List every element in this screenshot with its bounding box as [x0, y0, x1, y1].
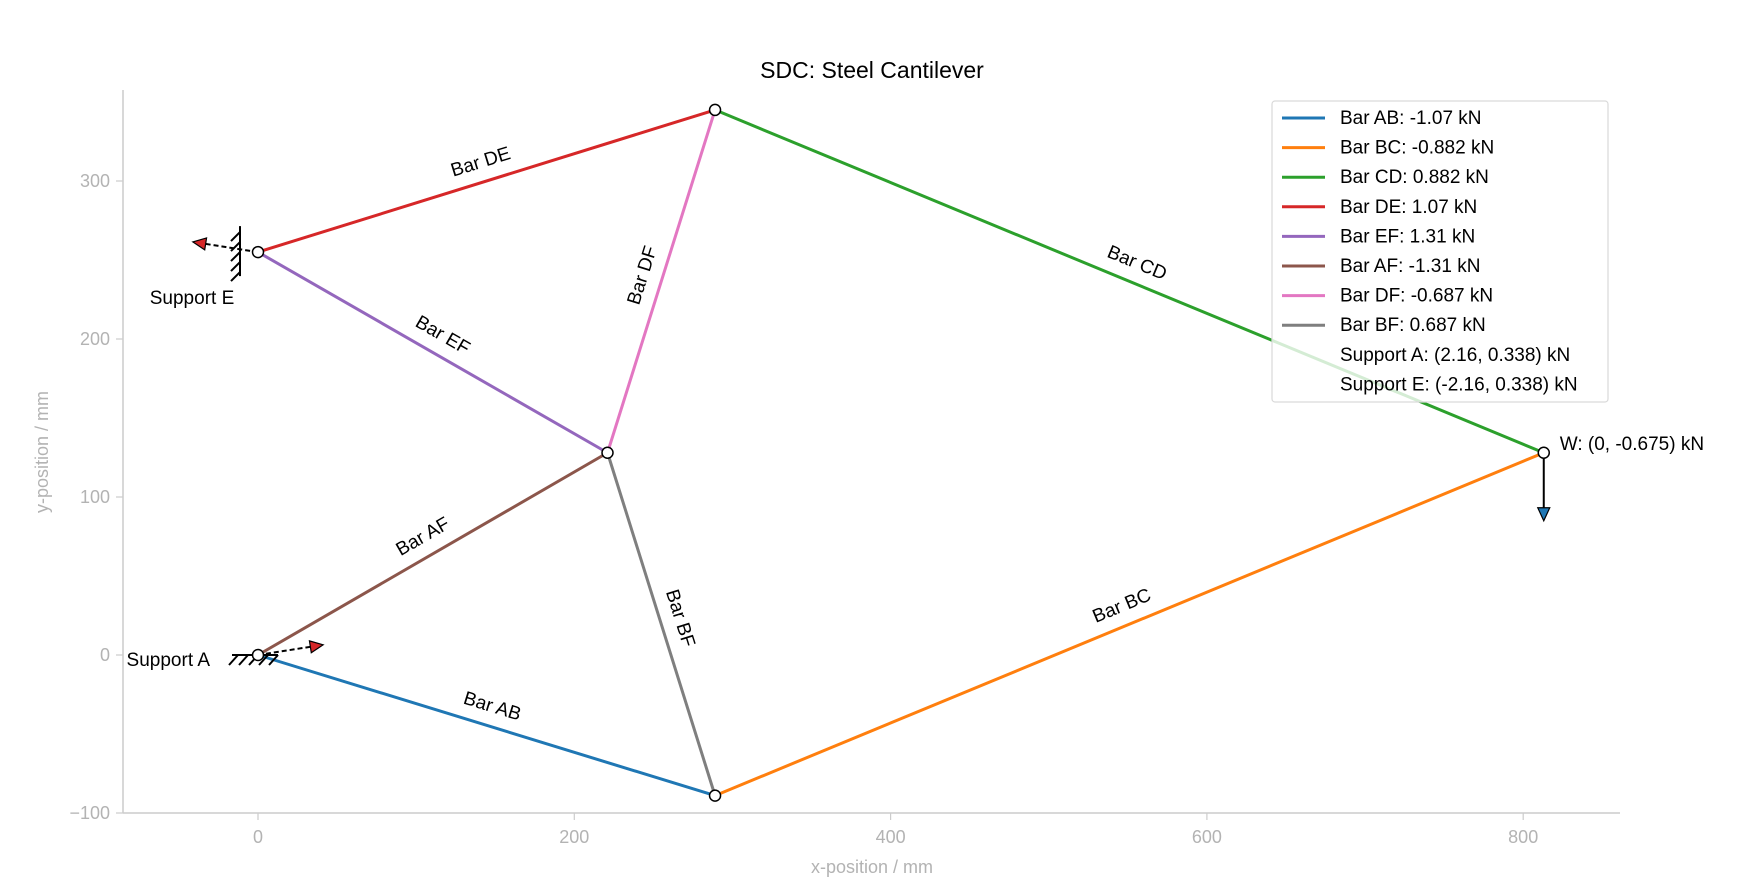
y-tick-label: 200	[80, 329, 110, 349]
legend-item: Support E: (-2.16, 0.338) kN	[1340, 374, 1578, 395]
y-tick-label: 300	[80, 171, 110, 191]
x-tick-label: 200	[559, 827, 589, 847]
support-e: Support E	[150, 226, 259, 309]
x-axis-label: x-position / mm	[811, 857, 933, 877]
legend-label: Bar EF: 1.31 kN	[1340, 226, 1475, 247]
legend-item: Bar CD: 0.882 kN	[1282, 167, 1489, 188]
x-tick-label: 600	[1192, 827, 1222, 847]
support-hatch	[230, 271, 241, 282]
legend: Bar AB: -1.07 kN Bar BC: -0.882 kN Bar CD:…	[1271, 100, 1609, 403]
x-tick-label: 400	[876, 827, 906, 847]
support-hatch	[230, 261, 241, 272]
support-hatch	[268, 654, 279, 666]
legend-label: Bar AB: -1.07 kN	[1340, 108, 1482, 129]
legend-item: Support A: (2.16, 0.338) kN	[1340, 345, 1570, 366]
support-label: Support A	[127, 650, 211, 671]
node-d	[708, 103, 722, 117]
truss-nodes	[251, 103, 1551, 802]
x-tick-label: 800	[1508, 827, 1538, 847]
bar-bc	[713, 451, 1546, 798]
support-a-reaction-arrow-head	[308, 640, 325, 654]
support-hatch	[230, 231, 241, 242]
chart-title: SDC: Steel Cantilever	[760, 57, 984, 83]
load-w: W: (0, -0.675) kN	[1536, 434, 1704, 523]
bar-label-bc: Bar BC	[1090, 585, 1155, 628]
load-arrow-head	[1536, 507, 1551, 523]
node-e	[251, 245, 265, 259]
legend-item: Bar DF: -0.687 kN	[1282, 286, 1493, 307]
node-f	[601, 446, 614, 460]
truss-bars	[256, 108, 1546, 798]
legend-label: Bar DF: -0.687 kN	[1340, 286, 1493, 307]
legend-box	[1271, 100, 1609, 403]
support-hatch	[230, 241, 241, 252]
bar-af	[256, 451, 610, 657]
legend-label: Support E: (-2.16, 0.338) kN	[1340, 374, 1578, 395]
y-tick-label: 0	[100, 645, 110, 665]
legend-label: Support A: (2.16, 0.338) kN	[1340, 345, 1570, 366]
legend-label: Bar BC: -0.882 kN	[1340, 138, 1494, 159]
loads: W: (0, -0.675) kN	[1536, 434, 1704, 523]
y-tick-label: 100	[80, 487, 110, 507]
legend-label: Bar BF: 0.687 kN	[1340, 315, 1486, 336]
x-tick-label: 0	[253, 827, 263, 847]
axis-ticks: 0 200 400 600 800 −100 0 100 200 300	[69, 171, 1538, 847]
support-a: Support A	[127, 640, 325, 671]
support-label: Support E	[150, 288, 235, 309]
legend-label: Bar DE: 1.07 kN	[1340, 197, 1477, 218]
y-tick-label: −100	[69, 803, 110, 823]
legend-item: Bar BC: -0.882 kN	[1282, 138, 1494, 159]
node-a	[251, 648, 265, 662]
support-hatch	[228, 654, 239, 666]
legend-item: Bar BF: 0.687 kN	[1282, 315, 1486, 336]
support-hatch	[258, 654, 269, 666]
load-label: W: (0, -0.675) kN	[1560, 434, 1704, 455]
support-a-reaction-arrow-shaft	[257, 645, 311, 656]
legend-item: Bar AF: -1.31 kN	[1282, 256, 1480, 277]
support-e-reaction-arrow-shaft	[205, 242, 259, 254]
bar-de	[256, 108, 717, 254]
bar-bf	[606, 451, 717, 798]
node-c	[1537, 446, 1551, 460]
legend-label: Bar AF: -1.31 kN	[1340, 256, 1480, 277]
support-e-reaction-arrow-head	[191, 237, 208, 251]
bar-label-cd: Bar CD	[1104, 242, 1170, 285]
support-hatch	[230, 251, 241, 262]
node-b	[708, 789, 722, 802]
legend-label: Bar CD: 0.882 kN	[1340, 167, 1489, 188]
bar-label-af: Bar AF	[393, 513, 454, 560]
bar-ef	[256, 250, 610, 455]
supports: Support A Support E	[127, 226, 325, 671]
legend-item: Bar EF: 1.31 kN	[1282, 226, 1475, 247]
legend-item: Bar AB: -1.07 kN	[1282, 108, 1482, 129]
bar-df	[606, 108, 717, 455]
bar-label-ef: Bar EF	[412, 312, 474, 360]
y-axis-label: y-position / mm	[32, 391, 52, 513]
legend-item: Bar DE: 1.07 kN	[1282, 197, 1477, 218]
bar-ab	[256, 653, 717, 798]
support-hatch	[238, 654, 249, 666]
